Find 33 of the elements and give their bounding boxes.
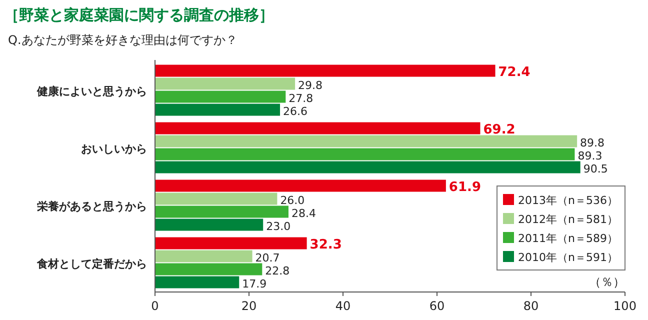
legend-label: 2010年（n＝591） bbox=[518, 251, 618, 264]
legend-label: 2013年（n＝536） bbox=[518, 194, 618, 207]
y-tick-label: 栄養があると思うから bbox=[37, 200, 147, 213]
x-tick-label: 0 bbox=[151, 299, 159, 313]
x-tick-label: 20 bbox=[241, 299, 257, 313]
chart-subtitle: Q.あなたが野菜を好きな理由は何ですか？ bbox=[8, 33, 238, 47]
data-label: 89.8 bbox=[580, 136, 605, 150]
data-label: 72.4 bbox=[498, 64, 530, 80]
data-label: 29.8 bbox=[298, 78, 323, 92]
x-axis-title: （％） bbox=[589, 275, 625, 289]
data-label: 69.2 bbox=[483, 122, 516, 138]
data-label: 17.9 bbox=[242, 277, 267, 290]
data-label: 20.7 bbox=[255, 251, 280, 264]
data-label: 22.8 bbox=[265, 264, 290, 278]
x-tick-label: 40 bbox=[335, 299, 351, 313]
data-label: 61.9 bbox=[448, 180, 482, 195]
data-label: 32.3 bbox=[310, 237, 342, 252]
y-tick-label: 健康によいと思うから bbox=[36, 84, 147, 98]
y-tick-label: おいしいから bbox=[81, 142, 147, 156]
data-label: 28.4 bbox=[291, 206, 316, 220]
data-label: 90.5 bbox=[583, 162, 608, 176]
data-label: 23.0 bbox=[266, 220, 291, 233]
data-label: 27.8 bbox=[288, 92, 314, 105]
legend-label: 2012年（n＝581） bbox=[518, 213, 618, 226]
x-tick-label: 60 bbox=[429, 299, 445, 313]
legend-label: 2011年（n＝589） bbox=[518, 232, 618, 245]
data-label: 89.3 bbox=[578, 149, 602, 162]
data-label: 26.6 bbox=[283, 104, 308, 118]
x-tick-label: 80 bbox=[523, 299, 539, 313]
data-label: 26.0 bbox=[280, 194, 305, 207]
chart-title: ［野菜と家庭菜園に関する調査の推移］ bbox=[4, 6, 274, 24]
y-tick-label: 食材として定番だから bbox=[36, 257, 147, 270]
x-tick-label: 100 bbox=[614, 299, 636, 313]
